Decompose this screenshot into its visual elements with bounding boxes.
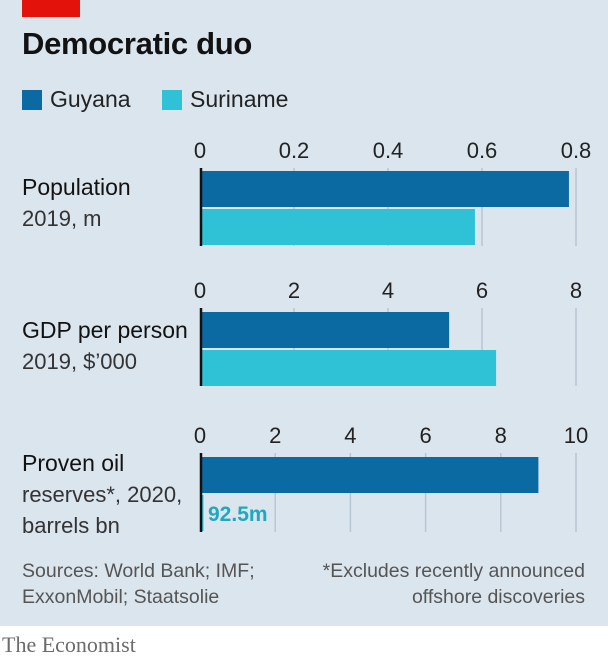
legend-item-guyana: Guyana: [22, 86, 131, 113]
footnote-line-2: offshore discoveries: [411, 586, 585, 608]
tick-label: 6: [419, 423, 431, 448]
legend-item-suriname: Suriname: [162, 86, 288, 113]
bar-suriname: [200, 209, 475, 245]
bar-suriname: [200, 350, 497, 386]
oil-label: Proven oil: [22, 450, 125, 476]
brand-red-tag: [22, 0, 80, 17]
tick-label: 2: [269, 423, 281, 448]
gdp-sublabel: 2019, $’000: [22, 349, 137, 374]
tick-label: 0.2: [279, 138, 310, 163]
legend-label-guyana: Guyana: [50, 86, 131, 112]
tick-label: 4: [344, 423, 356, 448]
tick-label: 0: [194, 423, 206, 448]
sources-line-2: ExxonMobil; Staatsolie: [22, 586, 220, 608]
bar-guyana: [200, 171, 569, 207]
panel-2-label: GDP per person 2019, $’000: [22, 315, 188, 377]
bar-chart: 0 0.2 0.4 0.6 0.8 0 2 4 6 8 0 2 4 6 8 10 92.5m: [194, 138, 592, 532]
tick-label: 0: [194, 138, 206, 163]
panel-3-label: Proven oil reserves*, 2020, barrels bn: [22, 448, 182, 541]
tick-label: 4: [382, 278, 394, 303]
bar-guyana: [200, 312, 450, 348]
economist-logo-text: The Economist: [2, 632, 136, 657]
tick-label: 6: [476, 278, 488, 303]
tick-label: 0: [194, 278, 206, 303]
footnote-line-1: *Excludes recently announced: [322, 560, 585, 582]
data-label-suriname-oil: 92.5m: [208, 503, 268, 526]
sources-line-1: Sources: World Bank; IMF;: [22, 560, 255, 582]
legend-swatch-suriname: [162, 89, 182, 110]
gdp-label: GDP per person: [22, 317, 188, 343]
tick-label: 8: [570, 278, 582, 303]
oil-sublabel-2: barrels bn: [22, 513, 120, 538]
chart-title: Democratic duo: [22, 26, 253, 61]
tick-label: 0.4: [373, 138, 404, 163]
oil-sublabel: reserves*, 2020,: [22, 482, 183, 507]
tick-label: 10: [564, 423, 588, 448]
panel-1-label: Population 2019, m: [22, 172, 131, 234]
legend-label-suriname: Suriname: [190, 86, 289, 112]
tick-label: 2: [288, 278, 300, 303]
footnote: *Excludes recently announced offshore di…: [323, 558, 585, 610]
legend-swatch-guyana: [22, 89, 42, 110]
tick-label: 0.6: [467, 138, 498, 163]
tick-label: 0.8: [561, 138, 592, 163]
tick-label: 8: [495, 423, 507, 448]
bar-guyana: [200, 457, 539, 493]
population-sublabel: 2019, m: [22, 206, 102, 231]
sources-note: Sources: World Bank; IMF; ExxonMobil; St…: [22, 558, 255, 610]
population-label: Population: [22, 174, 131, 200]
